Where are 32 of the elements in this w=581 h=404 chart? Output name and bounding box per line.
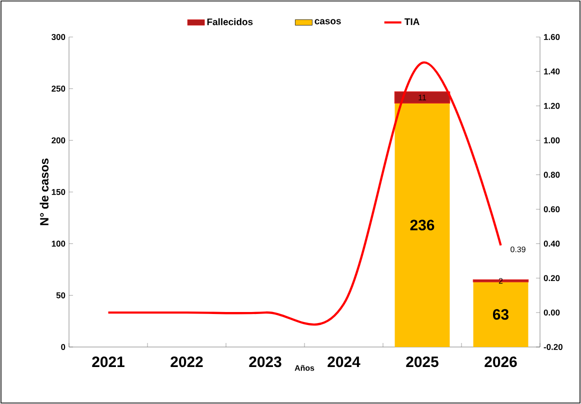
y-tick-label: 150 (52, 189, 66, 195)
y2-tick-label: 0.40 (544, 240, 560, 247)
x-tick-label: 2024 (328, 356, 360, 368)
y2-tick-label: 1.60 (544, 34, 560, 40)
y2-tick-label: 0.60 (544, 206, 560, 212)
data-label: 63 (492, 309, 509, 320)
legend-label: TIA (404, 18, 420, 25)
x-tick-label: 2023 (249, 356, 282, 368)
y-tick-label: 250 (52, 86, 66, 92)
y2-tick-label: -0.20 (544, 344, 562, 350)
y-tick-label: 50 (56, 292, 66, 298)
x-tick-label: 2021 (92, 356, 124, 368)
bar (472, 279, 529, 282)
bar (394, 91, 450, 104)
legend-label: casos (314, 19, 341, 24)
y-tick-label: 100 (52, 240, 66, 247)
y2-tick-label: 0.80 (544, 172, 560, 178)
y-tick-label: 300 (52, 34, 66, 40)
y2-tick-label: 0.20 (544, 275, 560, 282)
y2-tick-label: 1.00 (544, 137, 560, 144)
y2-tick-label: 1.20 (544, 102, 560, 109)
y2-tick-label: 0.00 (544, 310, 560, 316)
legend-label: Fallecidos (207, 18, 253, 26)
y-tick-label: 0 (61, 344, 66, 350)
x-tick-label: 2022 (170, 356, 203, 368)
y-tick-label: 200 (52, 137, 66, 144)
y-axis-title: N° de casos (40, 158, 49, 226)
x-tick-label: 2026 (484, 356, 517, 368)
bar (394, 103, 450, 347)
y2-tick-label: 1.40 (544, 68, 560, 74)
x-tick-label: 2025 (406, 356, 438, 368)
data-label: 236 (410, 220, 434, 230)
